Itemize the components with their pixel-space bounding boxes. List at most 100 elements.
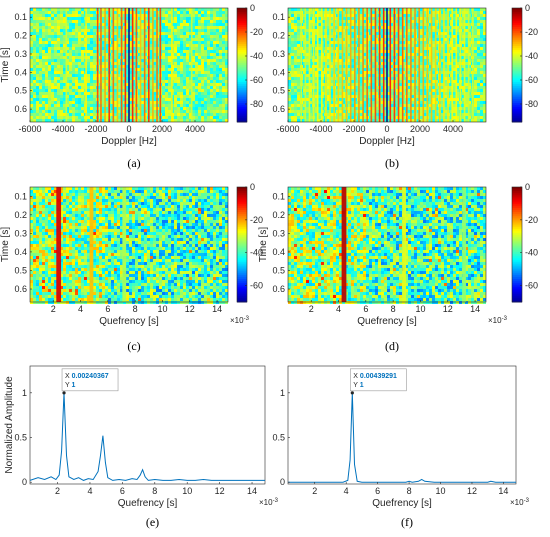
heatmap-cell [183, 116, 186, 119]
heatmap-cell [465, 92, 468, 95]
heatmap-cell [192, 29, 195, 32]
heatmap-cell [216, 68, 219, 71]
heatmap-cell [204, 35, 207, 38]
heatmap-cell [102, 116, 105, 119]
heatmap-cell [72, 95, 75, 98]
heatmap-cell [207, 62, 210, 65]
heatmap-cell [315, 83, 318, 86]
heatmap-cell [117, 23, 120, 26]
heatmap-cell [216, 53, 219, 56]
heatmap-cell [372, 74, 375, 77]
heatmap-cell [183, 98, 186, 101]
heatmap-cell [327, 110, 330, 113]
heatmap-cell [291, 50, 294, 53]
heatmap-cell [114, 17, 117, 20]
heatmap-cell [207, 17, 210, 20]
heatmap-cell [432, 38, 435, 41]
heatmap-cell [327, 17, 330, 20]
heatmap-cell [39, 86, 42, 89]
heatmap-cell [60, 17, 63, 20]
heatmap-cell [288, 86, 291, 89]
heatmap-cell [42, 89, 45, 92]
heatmap-cell [42, 110, 45, 113]
heatmap-cell [399, 11, 402, 14]
heatmap-cell [402, 32, 405, 35]
heatmap-cell [201, 35, 204, 38]
heatmap-cell [183, 86, 186, 89]
heatmap-cell [126, 107, 129, 110]
heatmap-cell [45, 23, 48, 26]
heatmap-cell [429, 59, 432, 62]
heatmap-cell [348, 98, 351, 101]
heatmap-cell [132, 104, 135, 107]
heatmap-cell [402, 83, 405, 86]
heatmap-cell [129, 116, 132, 119]
heatmap-cell [63, 59, 66, 62]
heatmap-cell [309, 104, 312, 107]
heatmap-cell [339, 35, 342, 38]
heatmap-cell [462, 92, 465, 95]
heatmap-cell [105, 80, 108, 83]
heatmap-cell [42, 71, 45, 74]
heatmap-cell [423, 56, 426, 59]
heatmap-cell [75, 23, 78, 26]
heatmap-cell [198, 47, 201, 50]
heatmap-cell [408, 101, 411, 104]
heatmap-cell [39, 95, 42, 98]
heatmap-cell [315, 65, 318, 68]
heatmap-cell [294, 56, 297, 59]
heatmap-cell [453, 44, 456, 47]
heatmap-cell [177, 68, 180, 71]
heatmap-cell [168, 11, 171, 14]
heatmap-cell [420, 8, 423, 11]
heatmap-cell [396, 98, 399, 101]
heatmap-cell [33, 77, 36, 80]
heatmap-cell [306, 8, 309, 11]
heatmap-cell [291, 71, 294, 74]
heatmap-cell [444, 62, 447, 65]
heatmap-cell [45, 32, 48, 35]
heatmap-cell [165, 26, 168, 29]
heatmap-cell [36, 17, 39, 20]
heatmap-cell [396, 59, 399, 62]
heatmap-cell [216, 11, 219, 14]
heatmap-cell [87, 110, 90, 113]
heatmap-cell [360, 92, 363, 95]
heatmap-cell [348, 29, 351, 32]
heatmap-cell [399, 14, 402, 17]
heatmap-cell [57, 71, 60, 74]
heatmap-cell [288, 35, 291, 38]
heatmap-cell [477, 86, 480, 89]
heatmap-cell [219, 110, 222, 113]
heatmap-cell [150, 80, 153, 83]
heatmap-cell [63, 71, 66, 74]
heatmap-cell [225, 65, 228, 68]
heatmap-cell [51, 113, 54, 116]
heatmap-cell [441, 20, 444, 23]
heatmap-cell [69, 8, 72, 11]
heatmap-cell [54, 92, 57, 95]
heatmap-cell [411, 92, 414, 95]
heatmap-cell [165, 95, 168, 98]
heatmap-cell [111, 44, 114, 47]
heatmap-cell [33, 20, 36, 23]
heatmap-cell [315, 11, 318, 14]
heatmap-cell [141, 116, 144, 119]
heatmap-cell [51, 77, 54, 80]
heatmap-cell [429, 65, 432, 68]
heatmap-cell [384, 53, 387, 56]
heatmap-cell [144, 77, 147, 80]
heatmap-cell [42, 41, 45, 44]
heatmap-cell [126, 77, 129, 80]
x-tick-label: -6000 [18, 124, 41, 134]
heatmap-cell [216, 26, 219, 29]
heatmap-cell [39, 116, 42, 119]
heatmap-cell [297, 17, 300, 20]
heatmap-cell [150, 89, 153, 92]
heatmap-cell [174, 47, 177, 50]
heatmap-cell [87, 107, 90, 110]
heatmap-cell [78, 83, 81, 86]
heatmap-cell [213, 116, 216, 119]
heatmap-cell [162, 119, 165, 122]
heatmap-cell [36, 119, 39, 122]
